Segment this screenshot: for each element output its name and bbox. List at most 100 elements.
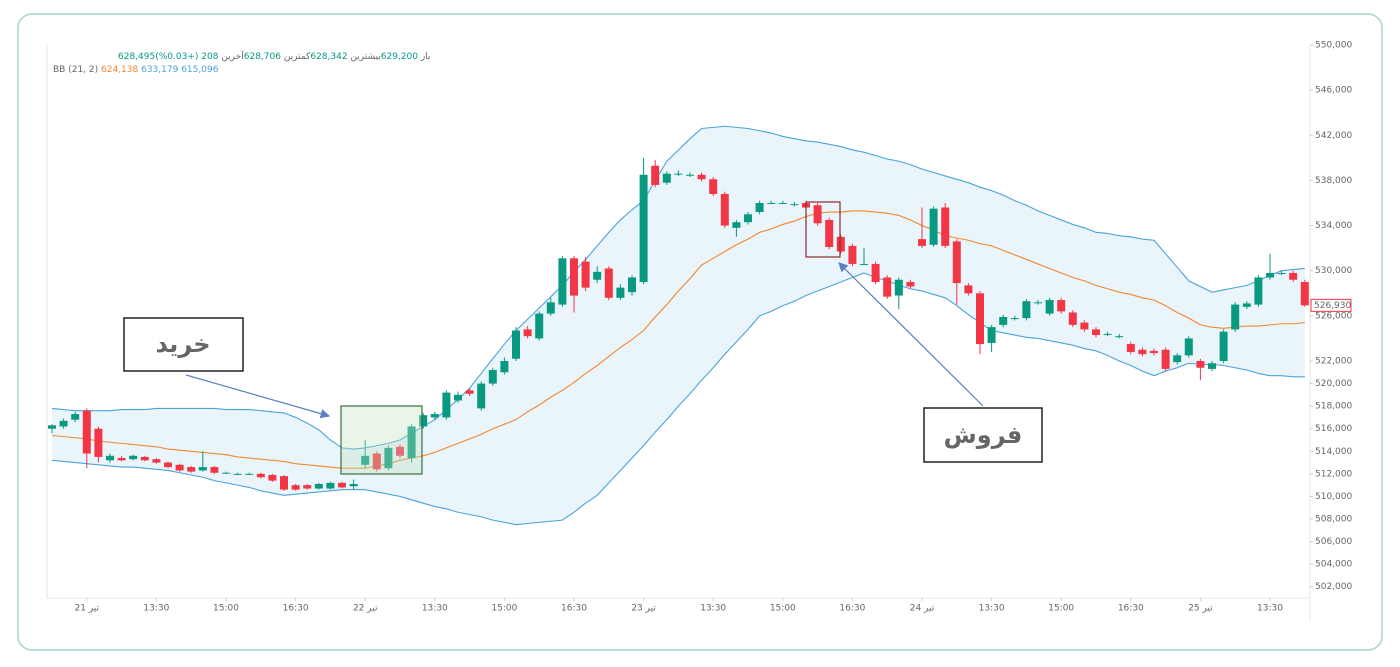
- candle-body: [1173, 355, 1182, 363]
- candle-body: [778, 203, 787, 204]
- candle-body: [407, 426, 416, 459]
- annotation: فروش: [944, 421, 1023, 449]
- x-tick-label: 13:30: [979, 604, 1005, 614]
- y-tick-label: 542,000: [1315, 131, 1352, 141]
- x-tick-label: 16:30: [283, 604, 309, 614]
- candle-body: [512, 330, 520, 359]
- candle-body: [1080, 322, 1089, 330]
- candle-body: [1034, 302, 1042, 304]
- candle-body: [964, 285, 973, 294]
- x-tick-label: 22 تیر: [353, 604, 378, 614]
- candle-body: [82, 410, 91, 454]
- candle-body: [1196, 361, 1205, 368]
- band-line: [51, 125, 1305, 450]
- candle-body: [616, 287, 625, 298]
- header-label: کمترین: [284, 52, 311, 62]
- candle-body: [1300, 282, 1309, 306]
- candle-body: [442, 392, 451, 418]
- x-tick-label: 16:30: [839, 604, 865, 614]
- candle-body: [639, 174, 648, 282]
- plot: [48, 125, 1309, 526]
- candle-body: [836, 236, 845, 252]
- candle-body: [697, 174, 706, 180]
- candle-body: [894, 279, 903, 296]
- x-tick-label: 16:30: [561, 604, 587, 614]
- x-tick-label: 16:30: [1118, 604, 1144, 614]
- y-tick-label: 508,000: [1315, 515, 1352, 525]
- annotation-box: [923, 407, 1043, 463]
- candle-body: [314, 484, 323, 489]
- candle-body: [349, 484, 358, 487]
- candle-body: [1103, 333, 1112, 335]
- candle-body: [709, 179, 718, 194]
- candle-body: [256, 473, 265, 478]
- candle-body: [651, 165, 660, 185]
- candle-body: [523, 329, 532, 337]
- candle-body: [338, 482, 346, 488]
- y-tick-label: 516,000: [1315, 424, 1352, 434]
- candle-body: [813, 205, 822, 224]
- candle-body: [430, 414, 439, 418]
- arrow: [185, 374, 331, 419]
- candle-body: [732, 222, 741, 228]
- x-tick-label: 25 تیر: [1188, 604, 1213, 614]
- indicator-name: BB (21, 2): [53, 65, 98, 75]
- candle-body: [1092, 329, 1100, 336]
- candle-body: [1219, 331, 1228, 361]
- y-tick-label: 514,000: [1315, 447, 1352, 457]
- candle-body: [477, 383, 486, 409]
- candle-body: [720, 193, 729, 226]
- y-tick-label: 546,000: [1315, 86, 1352, 96]
- header-label: باز: [420, 52, 431, 62]
- candle-body: [1068, 312, 1077, 325]
- candle-body: [1242, 303, 1251, 307]
- candle-body: [628, 277, 636, 293]
- candle-body: [604, 268, 613, 298]
- x-tick-label: 13:30: [143, 604, 169, 614]
- candle-body: [1138, 349, 1147, 355]
- x-tick-label: 15:00: [770, 604, 796, 614]
- header-change: 208 (+0.03%): [155, 52, 218, 62]
- candle-body: [245, 473, 254, 475]
- candle-body: [1022, 301, 1031, 319]
- x-tick-label: 15:00: [213, 604, 239, 614]
- candle-body: [535, 313, 544, 339]
- header-label: بیشترین: [350, 52, 380, 62]
- candle-body: [744, 214, 752, 223]
- candle-body: [372, 453, 381, 470]
- candle-body: [326, 482, 335, 489]
- header-value: 628,706: [244, 52, 281, 62]
- candle-body: [848, 245, 857, 264]
- candle-body: [1289, 272, 1298, 280]
- candle-body: [210, 467, 219, 473]
- candle-body: [825, 219, 834, 248]
- candle-body: [152, 459, 161, 463]
- y-tick-label: 502,000: [1315, 582, 1352, 592]
- candle-body: [976, 293, 984, 345]
- candle-body: [767, 203, 776, 204]
- candle-body: [999, 316, 1008, 325]
- candle-body: [1010, 318, 1019, 320]
- candle-body: [59, 420, 68, 427]
- candle-body: [570, 258, 578, 296]
- candle-body: [488, 370, 497, 384]
- candle-body: [1057, 300, 1066, 312]
- candle-body: [662, 173, 671, 183]
- y-tick-label: 512,000: [1315, 469, 1352, 479]
- candle-body: [860, 263, 868, 265]
- candle-body: [129, 455, 138, 460]
- candle-body: [558, 258, 567, 305]
- candle-body: [175, 464, 184, 471]
- buy-zone: [340, 405, 423, 475]
- ohlc-header: 628,495 باز 629,200بیشترین 628,342کمترین …: [118, 50, 430, 62]
- candle-body: [1254, 277, 1263, 305]
- candle-body: [187, 467, 196, 472]
- candle-body: [581, 261, 590, 288]
- x-tick-label: 24 تیر: [910, 604, 935, 614]
- indicator-value: 615,096: [181, 65, 218, 75]
- price-marker-label: 526,930: [1314, 301, 1351, 311]
- candle-body: [871, 263, 880, 282]
- y-tick-label: 534,000: [1315, 221, 1352, 231]
- header-value: 628,342: [310, 52, 347, 62]
